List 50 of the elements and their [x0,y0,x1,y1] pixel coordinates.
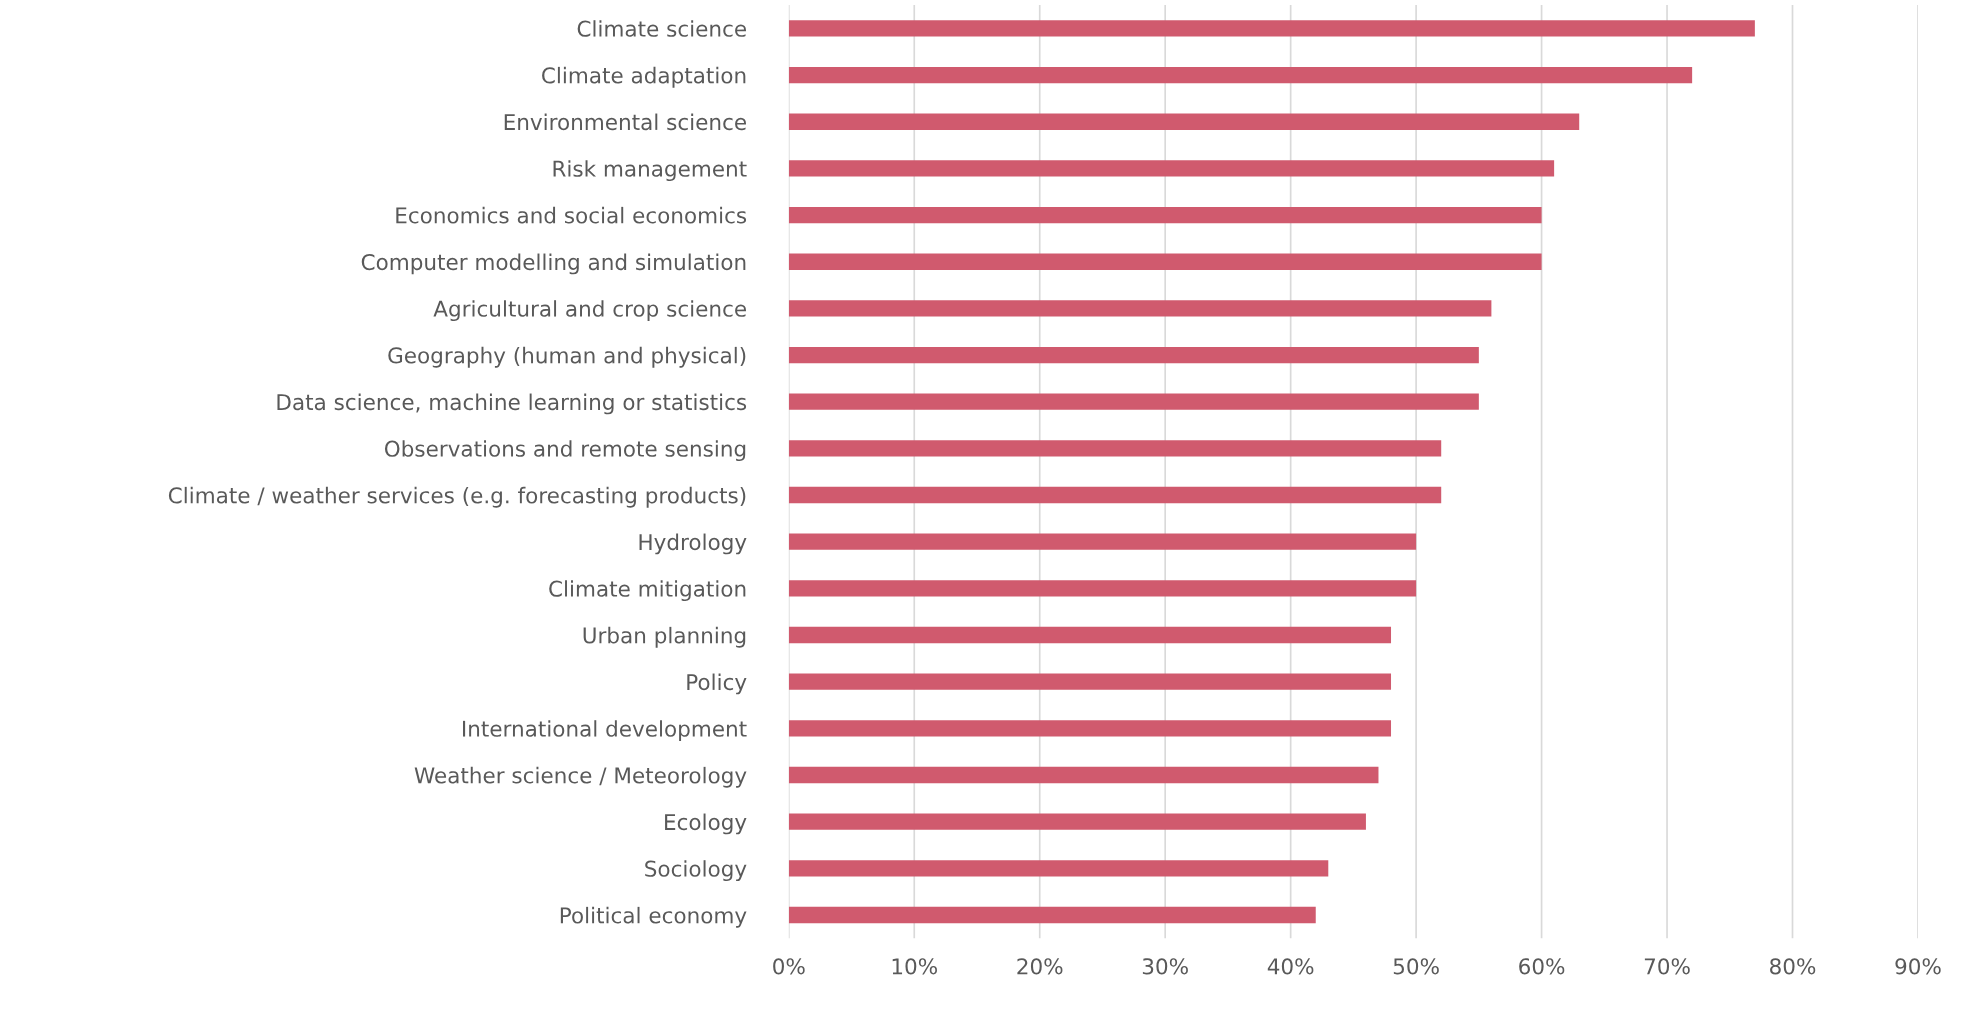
x-tick-label: 30% [1142,958,1188,975]
bar [788,673,1392,690]
y-tick-label: Environmental science [504,113,746,131]
bar [788,486,1442,504]
bar [788,66,1693,84]
x-tick-label: 90% [1895,958,1941,975]
x-tick-label: 40% [1267,958,1314,975]
y-tick-label: Policy [687,673,747,695]
y-tick-label: Ecology [665,813,747,835]
bar [788,160,1555,177]
bar [788,253,1542,270]
bar [788,906,1316,924]
bar [788,300,1492,317]
x-tick-label: 0% [773,958,805,975]
bar [788,580,1417,597]
y-tick-label: Climate adaptation [542,66,746,88]
bar [788,206,1542,224]
x-tick-label: 10% [892,958,937,975]
y-tick-label: Computer modelling and simulation [361,253,746,275]
y-tick-label: Data science, machine learning or statistics [277,393,747,415]
y-tick-label: Agricultural and crop science [433,300,746,322]
bar [788,626,1392,644]
x-tick-label: 20% [1017,958,1063,975]
y-tick-label: Urban planning [583,626,746,648]
y-tick-label: Observations and remote sensing [384,440,746,462]
x-tick-label: 80% [1770,958,1816,975]
y-tick-label: Climate / weather services (e.g. forecasting products) [168,486,746,508]
y-tick-label: Political economy [560,906,747,928]
bar [788,720,1392,737]
bar [788,860,1329,877]
bar [788,346,1479,364]
y-tick-label: Weather science / Meteorology [414,766,747,788]
y-tick-label: Hydrology [639,533,747,555]
x-tick-label: 60% [1519,958,1565,975]
y-tick-label: Risk management [553,160,747,182]
y-tick-label: International development [462,720,747,742]
bar [788,393,1479,410]
bar [788,440,1442,457]
y-tick-label: Economics and social economics [396,206,747,224]
y-tick-label: Geography (human and physical) [388,346,746,368]
bar [788,533,1417,550]
bar [788,20,1755,37]
y-tick-label: Climate mitigation [549,580,746,602]
y-tick-label: Sociology [645,860,747,882]
x-tick-label: 50% [1393,958,1439,975]
bar [788,813,1366,830]
x-tick-label: 70% [1644,958,1690,975]
bar [788,766,1379,784]
bar [788,113,1580,130]
y-tick-label: Climate science [577,20,746,37]
